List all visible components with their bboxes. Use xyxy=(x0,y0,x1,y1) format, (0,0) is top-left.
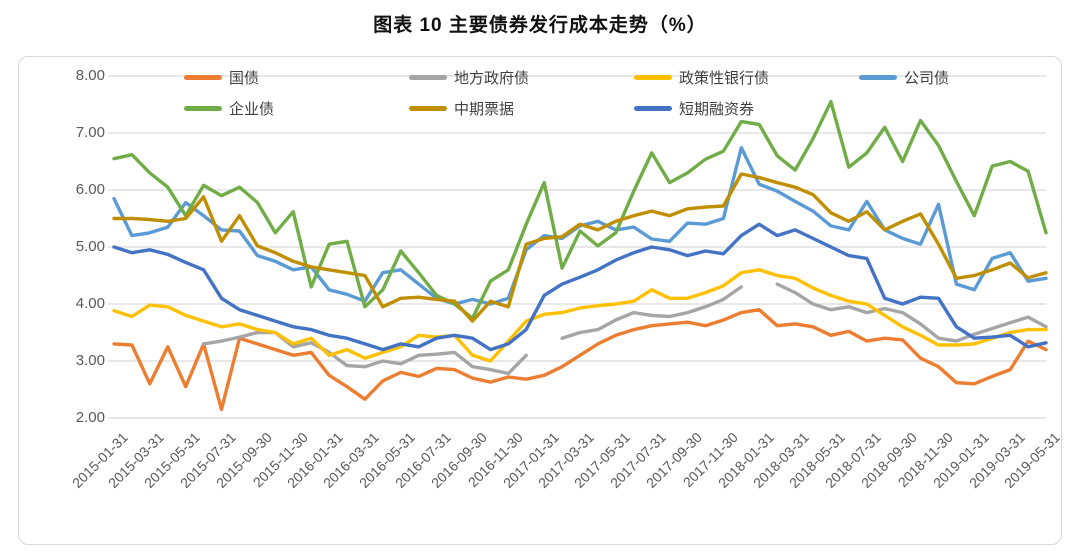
legend-label: 公司债 xyxy=(904,69,950,87)
series-line-企业债 xyxy=(112,100,1048,320)
legend-label: 企业债 xyxy=(229,100,275,118)
y-tick-label: 7.00 xyxy=(75,124,105,141)
y-tick-label: 2.00 xyxy=(75,409,105,426)
legend-swatch xyxy=(409,105,447,111)
y-tick-label: 8.00 xyxy=(75,67,105,84)
legend-item-公司债: 公司债 xyxy=(859,65,1061,89)
legend-label: 中期票据 xyxy=(454,100,515,118)
legend-swatch xyxy=(409,74,447,80)
legend-item-国债: 国债 xyxy=(184,65,409,89)
legend-item-政策性银行债: 政策性银行债 xyxy=(634,65,859,89)
legend-label: 地方政府债 xyxy=(454,69,530,87)
legend-label: 国债 xyxy=(229,69,260,87)
series-line-地方政府债 xyxy=(775,282,1048,343)
legend-item-中期票据: 中期票据 xyxy=(409,96,634,120)
series-line-政策性银行债 xyxy=(112,268,1048,363)
legend-label: 短期融资券 xyxy=(679,100,755,118)
legend-item-地方政府债: 地方政府债 xyxy=(409,65,634,89)
legend-item-企业债: 企业债 xyxy=(184,96,409,120)
y-tick-label: 6.00 xyxy=(75,181,105,198)
legend-swatch xyxy=(184,74,222,80)
legend-swatch xyxy=(634,74,672,80)
series-line-国债 xyxy=(112,307,1048,412)
legend-swatch xyxy=(184,105,222,111)
legend-swatch xyxy=(859,74,897,80)
legend-item-短期融资券: 短期融资券 xyxy=(634,96,859,120)
y-tick-label: 5.00 xyxy=(75,238,105,255)
series-line-地方政府债 xyxy=(201,330,528,376)
y-tick-label: 4.00 xyxy=(75,295,105,312)
chart-title: 图表 10 主要债券发行成本走势（%） xyxy=(373,15,707,36)
series-line-地方政府债 xyxy=(560,285,743,340)
series-line-短期融资券 xyxy=(112,222,1048,352)
line-chart xyxy=(108,75,1048,419)
legend-label: 政策性银行债 xyxy=(679,69,770,87)
chart-legend: 国债 地方政府债 政策性银行债 公司债企业债 中期票据 短期融资券 xyxy=(184,65,1061,120)
chart-frame: 国债 地方政府债 政策性银行债 公司债企业债 中期票据 短期融资券 8.00 7.00 6.0… xyxy=(18,56,1062,545)
series-line-中期票据 xyxy=(112,172,1048,323)
y-tick-label: 3.00 xyxy=(75,352,105,369)
legend-swatch xyxy=(634,105,672,111)
